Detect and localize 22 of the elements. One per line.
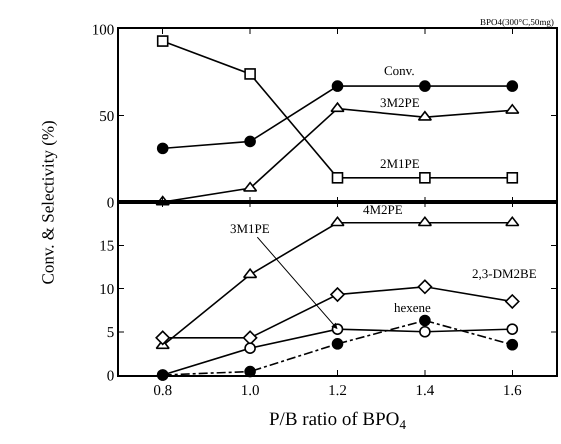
- y-tick-label: 0: [106, 368, 114, 384]
- series-label: 2,3-DM2BE: [472, 266, 537, 281]
- x-tick-label: 1.6: [502, 382, 522, 399]
- y-tick-label: 5: [106, 325, 114, 341]
- series-label: 4M2PE: [363, 202, 403, 217]
- y-tick-label: 10: [99, 282, 114, 298]
- y-axis-title: Conv. & Selectivity (%): [38, 120, 58, 284]
- series-label: 3M2PE: [380, 95, 420, 110]
- series-label: hexene: [394, 300, 432, 315]
- x-axis-title: P/B ratio of BPO$_{4}$: [268, 409, 406, 432]
- text: 3M1PE: [230, 221, 270, 236]
- series-label: 2M1PE: [380, 156, 420, 171]
- y-tick-label: 15: [99, 238, 114, 254]
- y-tick-label: 100: [92, 22, 114, 38]
- x-tick-label: 1.2: [328, 382, 347, 399]
- y-tick-label: 0: [106, 195, 114, 212]
- text: BPO4(300°C,50mg): [480, 17, 554, 27]
- series-label: Conv.: [384, 63, 415, 78]
- x-tick-label: 1.4: [416, 382, 435, 399]
- x-tick-label: 1.0: [240, 382, 260, 399]
- x-tick-label: 0.8: [153, 382, 172, 399]
- y-tick-label: 50: [99, 108, 114, 125]
